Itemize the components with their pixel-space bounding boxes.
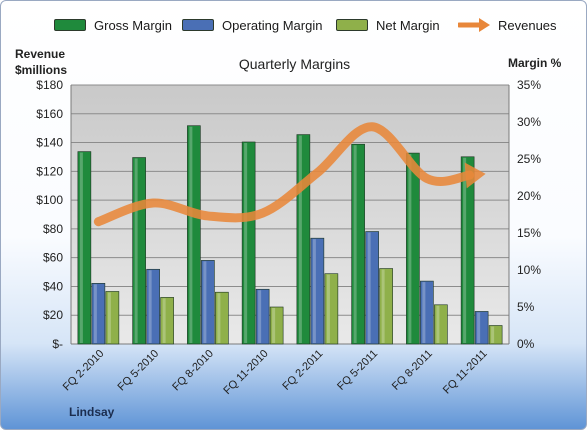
legend-label: Net Margin (376, 17, 440, 33)
operating-margin-bar (146, 268, 160, 345)
left-axis-tick-label: $180 (36, 78, 63, 92)
right-axis-title: Margin % (508, 56, 562, 70)
author-signature: Lindsay (69, 405, 115, 419)
legend-swatch (182, 19, 214, 31)
category-label: FQ 11-2010 (221, 348, 270, 397)
gross-margin-bar (77, 151, 92, 345)
left-axis-tick-label: $140 (36, 136, 63, 150)
left-axis-title: Revenue $millions (15, 46, 67, 78)
gross-margin-bar-highlight (244, 142, 248, 343)
left-axis-title-line-1: Revenue (15, 47, 66, 61)
revenues-line (93, 122, 475, 227)
operating-margin-bar-highlight (93, 284, 97, 343)
legend-item-operating-margin: Operating Margin (182, 13, 322, 37)
net-margin-bar (269, 306, 284, 345)
gross-margin-bar (241, 141, 256, 345)
gross-margin-bar (187, 125, 201, 345)
gross-margin-bar (406, 152, 420, 345)
left-axis-tick-label: $60 (43, 251, 63, 265)
category-label: FQ 8-2011 (390, 348, 435, 393)
category-label: FQ 5-2010 (116, 348, 162, 394)
category-label: FQ 5-2011 (335, 348, 380, 393)
gross-margin-bar (132, 157, 146, 345)
left-axis-tick-label: $- (52, 337, 63, 351)
left-axis-tick-label: $40 (43, 279, 63, 293)
legend-swatch (456, 18, 490, 32)
category-label: FQ 2-2011 (280, 348, 325, 393)
gross-margin-bar-highlight (298, 135, 302, 343)
left-axis-tick-label: $160 (36, 107, 63, 121)
revenues-arrowhead (464, 162, 486, 189)
net-margin-bar (434, 304, 448, 345)
net-margin-bar-highlight (326, 274, 330, 343)
category-label: FQ 11-2011 (441, 348, 490, 397)
operating-margin-bar (255, 288, 270, 345)
category-label: FQ 8-2010 (170, 348, 216, 394)
gross-margin-bar-highlight (79, 152, 83, 343)
right-axis-tick-label: 10% (517, 263, 541, 277)
legend: Gross Margin Operating Margin Net Margin Re… (1, 13, 586, 37)
operating-margin-bar-highlight (258, 290, 262, 343)
net-margin-bar-highlight (381, 269, 385, 343)
operating-margin-bar (91, 283, 106, 345)
legend-swatch (336, 19, 368, 31)
legend-item-net-margin: Net Margin (336, 13, 440, 37)
right-axis-tick-label: 5% (517, 300, 535, 314)
left-axis-tick-label: $120 (36, 164, 63, 178)
category-label: FQ 2-2010 (61, 348, 107, 394)
right-axis-tick-label: 15% (517, 226, 541, 240)
operating-margin-bar (201, 260, 215, 345)
operating-margin-bar-highlight (477, 312, 481, 343)
gross-margin-bar-highlight (134, 158, 138, 343)
right-axis-tick-label: 25% (517, 152, 541, 166)
net-margin-bar (488, 325, 503, 345)
operating-margin-bar (365, 231, 379, 345)
gross-margin-bar (296, 134, 311, 345)
net-margin-bar-highlight (272, 308, 276, 343)
left-axis-title-line-2: $millions (15, 63, 68, 77)
right-axis-tick-label: 0% (517, 337, 535, 351)
legend-label: Operating Margin (222, 17, 323, 33)
net-margin-bar-highlight (162, 298, 166, 343)
gross-margin-bar (460, 156, 475, 345)
operating-margin-bar-highlight (367, 232, 371, 343)
gross-margin-bar (351, 143, 365, 345)
net-margin-bar-highlight (107, 292, 111, 343)
net-margin-bar (160, 297, 174, 345)
left-axis-tick-label: $20 (43, 308, 63, 322)
operating-margin-bar (310, 237, 325, 345)
left-axis-tick-label: $80 (43, 222, 63, 236)
legend-arrow-icon (456, 18, 490, 32)
right-axis-tick-label: 30% (517, 115, 541, 129)
operating-margin-bar (420, 280, 434, 345)
operating-margin-bar-highlight (148, 270, 152, 343)
legend-label: Revenues (498, 17, 557, 33)
operating-margin-bar-highlight (422, 282, 426, 343)
operating-margin-bar-highlight (312, 239, 316, 343)
gross-margin-bar-highlight (189, 126, 193, 343)
chart-title: Quarterly Margins (238, 56, 351, 72)
net-margin-bar-highlight (436, 305, 440, 343)
legend-item-gross-margin: Gross Margin (54, 13, 172, 37)
operating-margin-bar (474, 311, 489, 345)
left-axis-tick-label: $100 (36, 193, 63, 207)
net-margin-bar (324, 273, 339, 345)
gross-margin-bar-highlight (353, 145, 357, 343)
legend-swatch (54, 19, 86, 31)
legend-label: Gross Margin (94, 17, 173, 33)
gross-margin-bar-highlight (463, 157, 467, 343)
net-margin-bar (105, 291, 120, 345)
net-margin-bar-highlight (491, 326, 495, 343)
right-axis-tick-label: 35% (517, 78, 541, 92)
legend-item-revenues: Revenues (456, 13, 557, 37)
operating-margin-bar-highlight (203, 261, 207, 343)
net-margin-bar (379, 268, 393, 345)
net-margin-bar-highlight (217, 293, 221, 343)
net-margin-bar (215, 291, 229, 345)
gross-margin-bar-highlight (408, 154, 412, 343)
right-axis-tick-label: 20% (517, 189, 541, 203)
